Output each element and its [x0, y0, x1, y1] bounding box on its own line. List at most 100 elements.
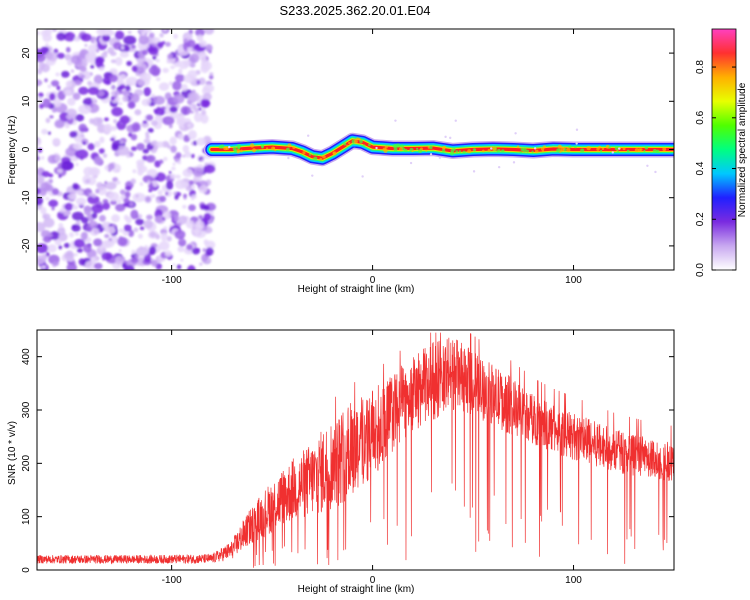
noise-blob: [175, 174, 181, 179]
track-outlier: [472, 170, 476, 173]
track-speckle: [568, 145, 572, 149]
noise-blob: [180, 258, 184, 262]
track-speckle: [655, 149, 660, 154]
noise-blob: [164, 250, 172, 257]
track-outlier: [490, 147, 493, 150]
noise-blob: [93, 238, 103, 247]
noise-blob: [193, 112, 203, 123]
track-speckle: [363, 144, 366, 147]
snr-xtick-label: -100: [162, 575, 182, 586]
noise-blob: [168, 170, 172, 175]
noise-blob: [37, 138, 42, 145]
track-speckle: [472, 148, 477, 152]
noise-blob: [93, 74, 103, 85]
noise-blob: [73, 36, 81, 42]
noise-blob: [138, 29, 148, 35]
noise-blob: [44, 78, 48, 83]
track-speckle: [402, 147, 406, 151]
snr-ytick-label: 400: [21, 348, 32, 365]
noise-blob: [151, 68, 160, 77]
noise-blob: [141, 31, 146, 36]
noise-blob: [174, 194, 179, 200]
noise-blob: [88, 220, 98, 228]
noise-blob: [126, 60, 133, 67]
noise-blob: [93, 230, 98, 235]
track-speckle: [534, 149, 539, 154]
noise-blob: [157, 41, 164, 48]
noise-blob: [147, 180, 151, 185]
track-speckle: [557, 144, 562, 149]
noise-blob: [198, 51, 207, 58]
noise-blob: [40, 155, 45, 160]
noise-blob: [172, 162, 176, 166]
noise-blob: [123, 264, 135, 270]
noise-blob: [67, 193, 77, 200]
track-speckle: [332, 151, 336, 155]
chart-title: S233.2025.362.20.01.E04: [279, 3, 430, 18]
track-speckle: [566, 147, 571, 152]
noise-blob: [130, 178, 136, 185]
noise-blob: [150, 141, 155, 146]
noise-blob: [183, 193, 187, 198]
noise-blob: [152, 55, 157, 60]
noise-blob: [109, 51, 117, 57]
noise-blob: [82, 141, 86, 145]
track-speckle: [319, 157, 323, 161]
track-outlier: [449, 136, 452, 140]
track-speckle: [496, 150, 499, 153]
track-speckle: [608, 146, 611, 149]
noise-blob: [204, 162, 208, 166]
noise-blob: [119, 189, 126, 195]
noise-blob: [104, 233, 110, 239]
track-outlier: [375, 146, 378, 150]
spectrogram-ytick-label: 20: [21, 47, 32, 59]
noise-blob: [196, 34, 204, 42]
track-outlier: [228, 145, 231, 149]
noise-blob: [114, 253, 117, 257]
snr-ytick-label: 0: [21, 567, 32, 573]
noise-blob: [37, 68, 43, 75]
noise-blob: [150, 64, 158, 71]
noise-blob: [202, 92, 212, 101]
noise-blob: [48, 199, 59, 208]
track-speckle: [574, 145, 577, 149]
noise-blob: [203, 204, 210, 211]
noise-blob: [80, 74, 86, 79]
noise-blob: [111, 214, 120, 223]
colorbar-gradient: [712, 29, 736, 270]
noise-blob: [47, 244, 57, 253]
noise-blob: [196, 137, 207, 146]
noise-blob: [135, 218, 145, 226]
noise-blob: [139, 226, 145, 231]
track-outlier: [514, 132, 517, 135]
noise-blob: [143, 253, 152, 263]
track-speckle: [455, 150, 459, 153]
noise-blob: [79, 66, 87, 72]
noise-blob: [128, 201, 134, 207]
noise-blob: [87, 176, 97, 186]
noise-blob: [91, 97, 96, 102]
noise-blob: [108, 74, 118, 83]
noise-blob: [99, 136, 105, 144]
noise-blob: [125, 81, 133, 87]
track-speckle: [626, 149, 630, 153]
noise-blob: [141, 49, 149, 56]
noise-blob: [58, 174, 62, 178]
noise-blob: [114, 256, 124, 265]
noise-blob: [102, 202, 111, 210]
track-speckle: [348, 141, 351, 145]
noise-blob: [57, 168, 63, 174]
noise-blob: [123, 224, 132, 232]
noise-blob: [187, 123, 192, 128]
noise-blob: [92, 117, 102, 127]
track-speckle: [346, 144, 349, 147]
noise-blob: [75, 162, 79, 167]
track-speckle: [519, 151, 522, 154]
noise-blob: [80, 33, 92, 42]
noise-blob: [122, 202, 129, 207]
noise-blob: [37, 183, 40, 188]
noise-blob: [97, 123, 106, 134]
track-speckle: [368, 143, 371, 147]
track-speckle: [580, 148, 585, 153]
